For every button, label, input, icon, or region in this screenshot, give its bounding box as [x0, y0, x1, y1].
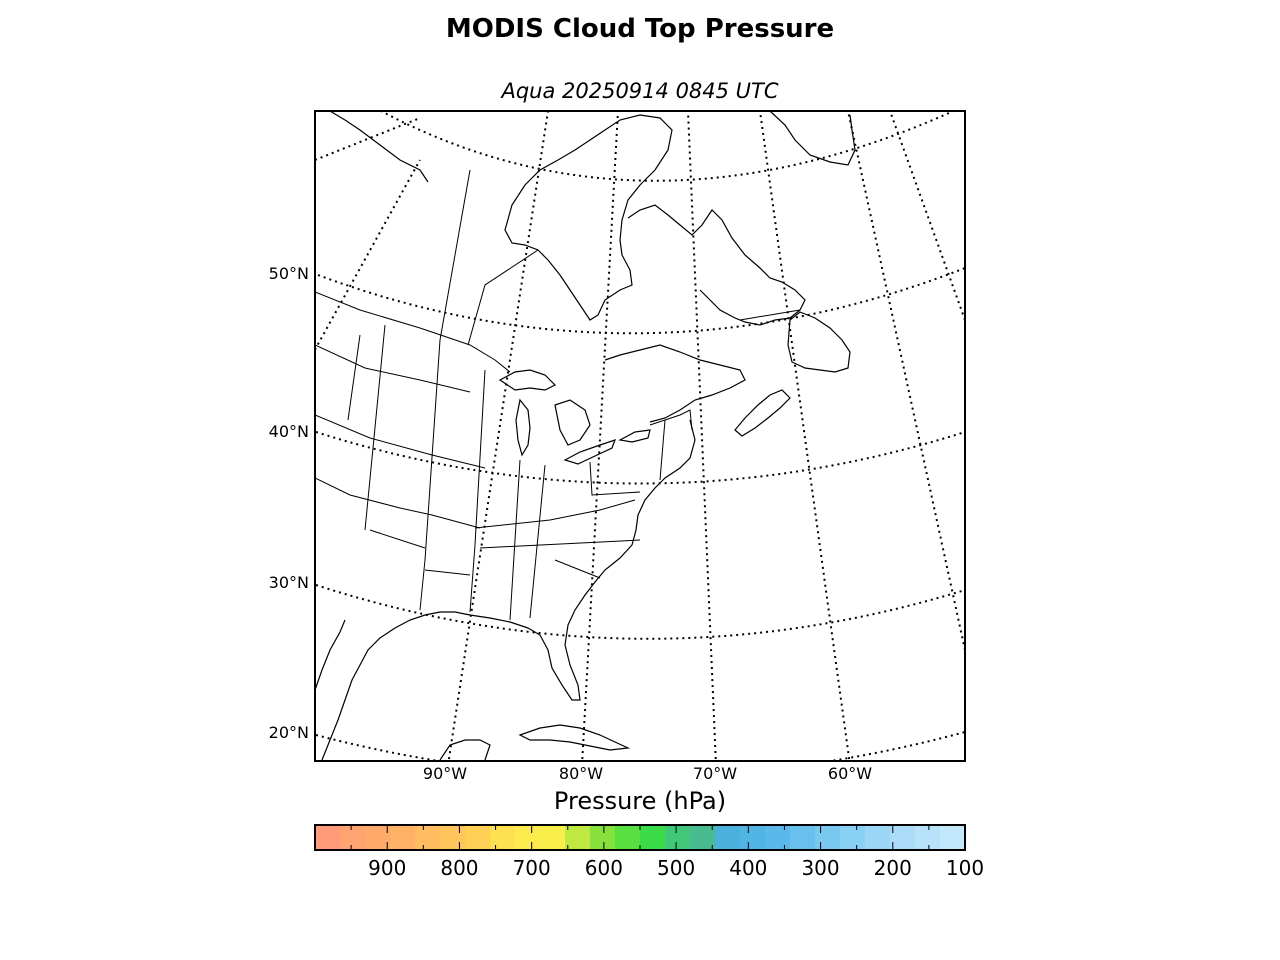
great-lake-ontario: [618, 429, 651, 443]
great-lake-huron: [554, 399, 591, 446]
lon-label-60w: 60°W: [827, 764, 873, 783]
border-canada-2: [467, 249, 539, 346]
colorbar-tick-label: 600: [584, 856, 623, 880]
great-lake-michigan: [515, 398, 531, 457]
border-states-14: [369, 529, 426, 549]
graticule-meridians: [315, 111, 965, 761]
coast-mexico: [315, 619, 346, 691]
colorbar-tick-label: 100: [945, 856, 985, 880]
meridian-110w: [315, 117, 421, 161]
parallel-30n: [315, 584, 965, 640]
lon-label-90w: 90°W: [422, 764, 468, 783]
chart-title: MODIS Cloud Top Pressure: [445, 14, 835, 44]
meridian-60w: [759, 111, 851, 761]
colorbar-tick-label: 700: [512, 856, 551, 880]
coast-nova-scotia: [734, 389, 791, 437]
meridian-40w: [889, 111, 965, 321]
border-states-13: [659, 419, 666, 481]
political-borders: [315, 169, 801, 621]
border-states-2: [315, 414, 486, 469]
chart-subtitle: Aqua 20250914 0845 UTC: [501, 79, 779, 103]
lon-label-80w: 80°W: [558, 764, 604, 783]
border-states-6: [419, 339, 441, 611]
colorbar-tick-label: 500: [657, 856, 696, 880]
coastlines: [315, 111, 856, 761]
coast-yucatan: [439, 739, 491, 761]
map-frame-border: [314, 110, 966, 762]
border-us-canada: [315, 291, 511, 373]
colorbar-tick-label: 200: [873, 856, 912, 880]
border-states-9: [529, 464, 546, 619]
meridian-50w: [847, 111, 965, 651]
lat-label-30n: 30°N: [268, 573, 309, 592]
border-canada-3: [739, 309, 801, 321]
meridian-80w: [581, 111, 619, 761]
meridian-70w: [687, 111, 717, 761]
coast-st-lawrence: [604, 344, 746, 423]
lat-label-50n: 50°N: [268, 264, 309, 283]
map-background: [315, 111, 965, 761]
graticule-parallels: [315, 111, 965, 761]
border-states-1: [315, 344, 471, 393]
border-states-3: [315, 477, 481, 529]
border-states-12: [589, 461, 641, 496]
border-states-5: [364, 324, 386, 531]
coast-baffin: [769, 111, 856, 166]
great-lake-superior: [498, 369, 557, 391]
border-states-4: [347, 334, 361, 421]
border-states-10: [479, 539, 641, 549]
great-lake-erie: [563, 439, 617, 465]
border-canada-1: [439, 169, 471, 341]
map-content: [315, 111, 965, 761]
border-states-11: [474, 499, 636, 529]
colorbar-title: Pressure (hPa): [553, 787, 727, 815]
coast-hudson-bay: [504, 114, 673, 321]
border-states-16: [554, 559, 601, 579]
lat-label-20n: 20°N: [268, 723, 309, 742]
border-states-8: [509, 459, 521, 621]
lon-label-70w: 70°W: [692, 764, 738, 783]
coast-cuba: [518, 724, 631, 751]
lat-label-40n: 40°N: [268, 422, 309, 441]
colorbar-tick-label: 800: [440, 856, 479, 880]
coast-labrador: [627, 204, 806, 326]
border-states-15: [424, 569, 471, 576]
parallel-60n: [379, 111, 956, 182]
coast-east-us: [527, 419, 696, 701]
coast-newfoundland: [787, 311, 851, 373]
colorbar-tick-label: 400: [729, 856, 768, 880]
border-us-canada-east: [649, 409, 693, 431]
parallel-50n: [317, 267, 965, 335]
border-states-7: [469, 369, 486, 613]
meridian-100w: [315, 159, 421, 352]
colorbar-tick-label: 900: [368, 856, 407, 880]
coast-gulf: [321, 611, 529, 761]
colorbar-tick-label: 300: [801, 856, 840, 880]
meridian-90w: [447, 111, 549, 761]
coast-arctic-west: [329, 111, 429, 183]
parallel-40n: [315, 431, 965, 485]
